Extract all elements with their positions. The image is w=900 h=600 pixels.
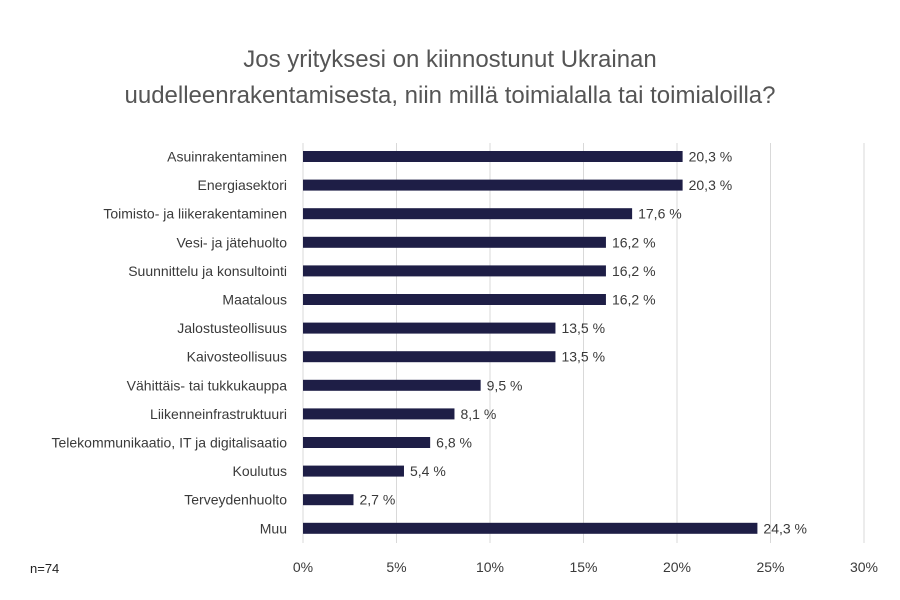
bar — [303, 236, 606, 248]
bar — [303, 465, 404, 477]
bar — [303, 494, 354, 506]
data-label: 13,5 % — [561, 349, 605, 365]
sample-size-note: n=74 — [30, 561, 60, 576]
data-label: 16,2 % — [612, 263, 656, 279]
data-label: 20,3 % — [689, 149, 733, 165]
category-label: Suunnittelu ja konsultointi — [128, 263, 287, 279]
bar — [303, 322, 556, 334]
data-label: 9,5 % — [487, 377, 523, 393]
bar — [303, 294, 606, 305]
chart-title-line-1: Jos yrityksesi on kiinnostunut Ukrainan — [243, 46, 657, 73]
bar — [303, 437, 431, 448]
x-tick-label: 15% — [569, 559, 597, 575]
x-tick-label: 0% — [293, 559, 313, 575]
bar — [303, 379, 481, 391]
category-label: Asuinrakentaminen — [167, 149, 287, 165]
bar — [303, 151, 683, 162]
category-label: Energiasektori — [198, 177, 288, 193]
data-label: 16,2 % — [612, 234, 656, 250]
data-label: 17,6 % — [638, 206, 682, 222]
bar — [303, 522, 758, 534]
category-label: Muu — [260, 520, 287, 536]
chart-title-line-2: uudelleenrakentamisesta, niin millä toim… — [124, 82, 776, 109]
bar — [303, 408, 455, 420]
data-label: 24,3 % — [763, 520, 807, 536]
data-label: 2,7 % — [359, 492, 395, 508]
bar — [303, 208, 633, 220]
chart-title: Jos yrityksesi on kiinnostunut Ukrainan … — [0, 42, 900, 114]
category-label: Toimisto- ja liikerakentaminen — [103, 206, 287, 222]
category-label: Kaivosteollisuus — [187, 349, 287, 365]
x-tick-label: 30% — [850, 559, 878, 575]
data-label: 16,2 % — [612, 292, 656, 308]
x-tick-label: 10% — [476, 559, 504, 575]
x-tick-label: 20% — [663, 559, 691, 575]
category-label: Liikenneinfrastruktuuri — [150, 406, 287, 422]
category-label: Terveydenhuolto — [184, 492, 287, 508]
bar — [303, 351, 556, 363]
bar — [303, 265, 606, 277]
category-label: Vähittäis- tai tukkukauppa — [127, 377, 288, 393]
data-label: 13,5 % — [561, 320, 605, 336]
data-label: 6,8 % — [436, 435, 472, 451]
category-label: Vesi- ja jätehuolto — [176, 234, 287, 250]
data-label: 5,4 % — [410, 463, 446, 479]
x-tick-label: 5% — [386, 559, 406, 575]
x-tick-label: 25% — [756, 559, 784, 575]
category-label: Jalostusteollisuus — [177, 320, 287, 336]
data-label: 8,1 % — [460, 406, 496, 422]
data-label: 20,3 % — [689, 177, 733, 193]
bar — [303, 179, 683, 191]
category-label: Koulutus — [233, 463, 287, 479]
category-label: Telekommunikaatio, IT ja digitalisaatio — [51, 435, 287, 451]
category-label: Maatalous — [222, 292, 287, 308]
